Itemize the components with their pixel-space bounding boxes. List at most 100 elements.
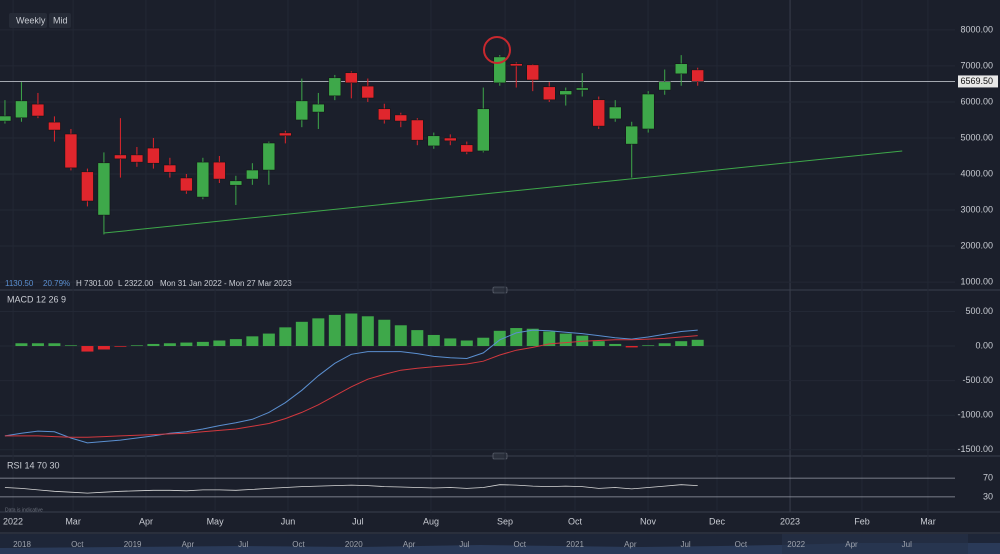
macd-histogram-bar (64, 345, 77, 347)
macd-histogram-bar (477, 337, 490, 347)
macd-histogram-bar (444, 338, 457, 347)
y-tick-label: 5000.00 (960, 132, 993, 142)
y-tick-label: 0.00 (975, 340, 993, 350)
price-type-button[interactable] (49, 13, 71, 28)
x-tick-label: Nov (640, 516, 657, 526)
macd-histogram-bar (279, 327, 292, 347)
candle-body (542, 86, 556, 101)
interval-label[interactable]: Weekly (16, 15, 46, 25)
candle-body (427, 135, 441, 147)
x-tick-label: Mar (65, 516, 81, 526)
period-low: L 2322.00 (118, 279, 154, 288)
rsi-label: RSI 14 70 30 (7, 460, 60, 470)
indicator-line (4, 329, 698, 444)
candle-body (246, 169, 259, 180)
x-tick-label: Mar (920, 516, 936, 526)
candle-body (411, 119, 424, 141)
macd-histogram-bar (328, 314, 341, 347)
y-tick-label: 2000.00 (960, 240, 993, 250)
candle-body (15, 100, 28, 119)
macd-histogram-bar (48, 343, 61, 347)
x-tick-label: Jun (281, 516, 296, 526)
macd-label: MACD 12 26 9 (7, 294, 66, 304)
navigator-label: 2018 (13, 540, 31, 549)
interval-button[interactable] (9, 13, 47, 28)
macd-histogram-bar (675, 341, 688, 347)
macd-histogram-bar (345, 313, 358, 347)
macd-histogram-bar (196, 341, 209, 347)
navigator-label: Jul (238, 540, 248, 549)
x-tick-label: May (207, 516, 225, 526)
candle-body (81, 171, 94, 202)
macd-histogram-bar (592, 341, 605, 347)
macd-histogram-bar (642, 345, 655, 347)
x-tick-label: 2022 (3, 516, 23, 526)
navigator-label: Apr (403, 540, 416, 549)
macd-histogram-bar (262, 333, 275, 347)
navigator-label: Apr (182, 540, 195, 549)
y-tick-label: -500.00 (962, 375, 993, 385)
navigator-label: Oct (292, 540, 305, 549)
macd-histogram-bar (609, 343, 622, 347)
x-tick-label: Aug (423, 516, 439, 526)
macd-histogram-bar (378, 319, 391, 347)
macd-histogram-bar (163, 343, 176, 347)
navigator-label: 2019 (124, 540, 142, 549)
macd-histogram-bar (427, 334, 440, 347)
y-tick-label: 70 (983, 472, 993, 482)
y-tick-label: 8000.00 (960, 24, 993, 34)
candle-body (295, 100, 309, 121)
macd-histogram-bar (691, 339, 704, 347)
candle-body (262, 142, 276, 171)
candle-body (674, 63, 688, 75)
y-tick-label: 6000.00 (960, 96, 993, 106)
candle-body (691, 69, 704, 82)
candle-body (180, 177, 193, 192)
candle-body (526, 64, 540, 81)
candle-body (312, 103, 325, 113)
candle-body (460, 144, 474, 153)
last-price-label: 6569.50 (960, 76, 993, 86)
period-range: Mon 31 Jan 2022 - Mon 27 Mar 2023 (160, 279, 292, 288)
macd-histogram-bar (295, 321, 308, 347)
navigator-label: Jul (680, 540, 690, 549)
x-tick-label: Oct (568, 516, 583, 526)
navigator-label: Oct (513, 540, 526, 549)
y-tick-label: 1000.00 (960, 276, 993, 286)
macd-histogram-bar (81, 346, 94, 352)
highlight-circle (483, 36, 511, 64)
candle-body (658, 81, 671, 91)
macd-histogram-bar (15, 343, 28, 347)
indicator-line (4, 335, 698, 438)
candle-body (64, 133, 78, 169)
period-high: H 7301.00 (76, 279, 113, 288)
last-price-box (958, 75, 998, 88)
macd-histogram-bar (229, 339, 242, 347)
macd-histogram-bar (625, 346, 638, 348)
x-tick-label: 2023 (780, 516, 800, 526)
macd-histogram-bar (246, 336, 259, 347)
resize-handle[interactable] (492, 452, 508, 460)
macd-histogram-bar (114, 346, 127, 347)
candle-body (345, 72, 358, 84)
change-value: 1130.50 (5, 279, 34, 288)
candle-body (361, 85, 375, 99)
navigator-area (0, 543, 1000, 554)
navigator-label: 2021 (566, 540, 584, 549)
candle-body (114, 154, 127, 160)
resize-handle[interactable] (492, 286, 508, 294)
macd-histogram-bar (460, 340, 473, 347)
candle-body (147, 147, 160, 164)
macd-histogram-bar (658, 343, 671, 347)
candle-body (229, 180, 243, 186)
candle-body (130, 154, 144, 163)
macd-histogram-bar (361, 316, 374, 347)
navigator-window[interactable] (782, 534, 968, 554)
x-tick-label: Apr (139, 516, 153, 526)
candle-body (510, 63, 523, 67)
price-type-label[interactable]: Mid (53, 15, 68, 25)
y-tick-label: -1500.00 (957, 444, 993, 454)
macd-histogram-bar (559, 333, 572, 347)
